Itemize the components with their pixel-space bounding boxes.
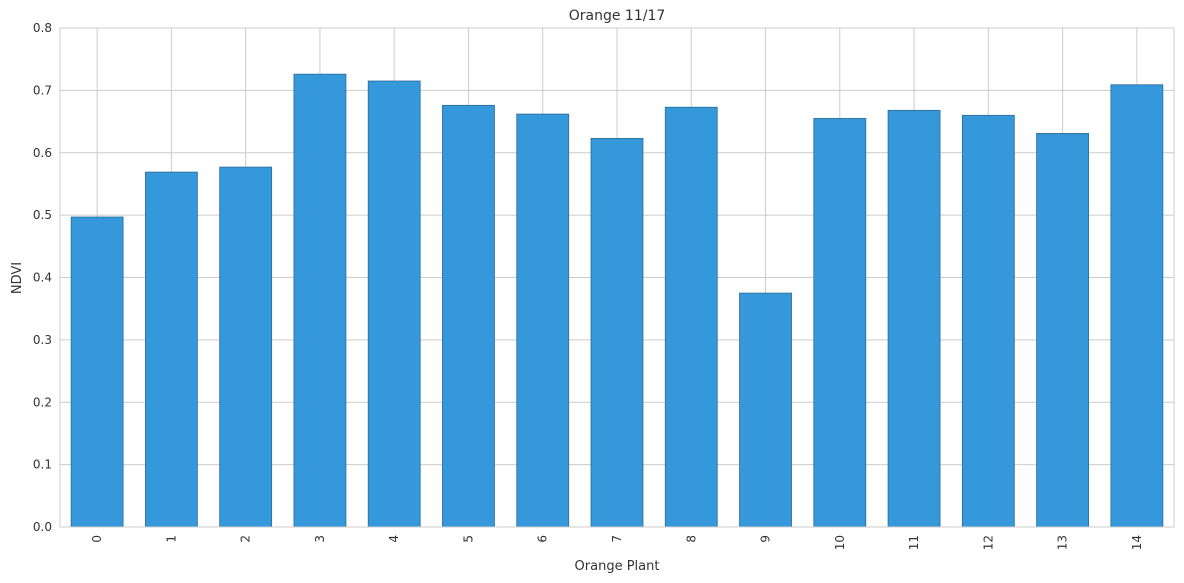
x-axis-label: Orange Plant (575, 559, 660, 574)
bar-plant-8 (664, 106, 718, 528)
y-tick-label: 0.2 (33, 395, 52, 409)
x-tick-label: 10 (833, 535, 847, 550)
chart-title: Orange 11/17 (569, 8, 666, 24)
bar-plant-2 (219, 166, 273, 528)
y-tick-label: 0.3 (33, 333, 52, 347)
x-tick-label: 5 (461, 535, 475, 543)
y-tick-label: 0.0 (33, 520, 52, 534)
plot-frame (59, 27, 1175, 528)
x-tick-labels: 0 1 2 3 4 5 6 7 8 9 10 11 12 13 14 (90, 535, 1144, 550)
y-tick-labels: 0.0 0.1 0.2 0.3 0.4 0.5 0.6 0.7 0.8 (33, 21, 52, 534)
bar-plant-0 (70, 216, 124, 528)
bar-plant-3 (293, 73, 347, 528)
bar-plant-9 (739, 292, 792, 528)
bar-plant-11 (887, 109, 941, 528)
y-tick-label: 0.6 (33, 146, 52, 160)
bar-plant-12 (961, 114, 1015, 528)
x-tick-label: 0 (90, 535, 104, 543)
x-tick-label: 2 (239, 535, 253, 543)
y-tick-label: 0.4 (33, 271, 52, 285)
x-tick-label: 1 (164, 535, 178, 543)
x-tick-label: 12 (981, 535, 995, 550)
x-tick-label: 11 (907, 535, 921, 550)
bars (70, 73, 1164, 528)
y-tick-label: 0.8 (33, 21, 52, 35)
y-tick-label: 0.1 (33, 458, 52, 472)
x-tick-label: 8 (684, 535, 698, 543)
x-tick-label: 9 (759, 535, 773, 543)
bar-plant-13 (1036, 133, 1089, 528)
x-tick-label: 4 (387, 535, 401, 543)
x-tick-label: 6 (536, 535, 550, 543)
y-axis-label: NDVI (10, 262, 25, 294)
bar-plant-7 (590, 138, 644, 528)
bar-plant-10 (813, 118, 867, 528)
y-tick-label: 0.7 (33, 83, 52, 97)
bar-plant-5 (442, 104, 495, 528)
bar-plant-6 (516, 113, 570, 528)
x-tick-label: 13 (1056, 535, 1070, 550)
bar-plant-1 (145, 171, 198, 528)
bar-plant-14 (1110, 84, 1164, 528)
x-tick-label: 14 (1130, 535, 1144, 550)
x-tick-label: 3 (313, 535, 327, 543)
bar-plant-4 (367, 80, 421, 528)
x-tick-label: 7 (610, 535, 624, 543)
y-tick-label: 0.5 (33, 208, 52, 222)
